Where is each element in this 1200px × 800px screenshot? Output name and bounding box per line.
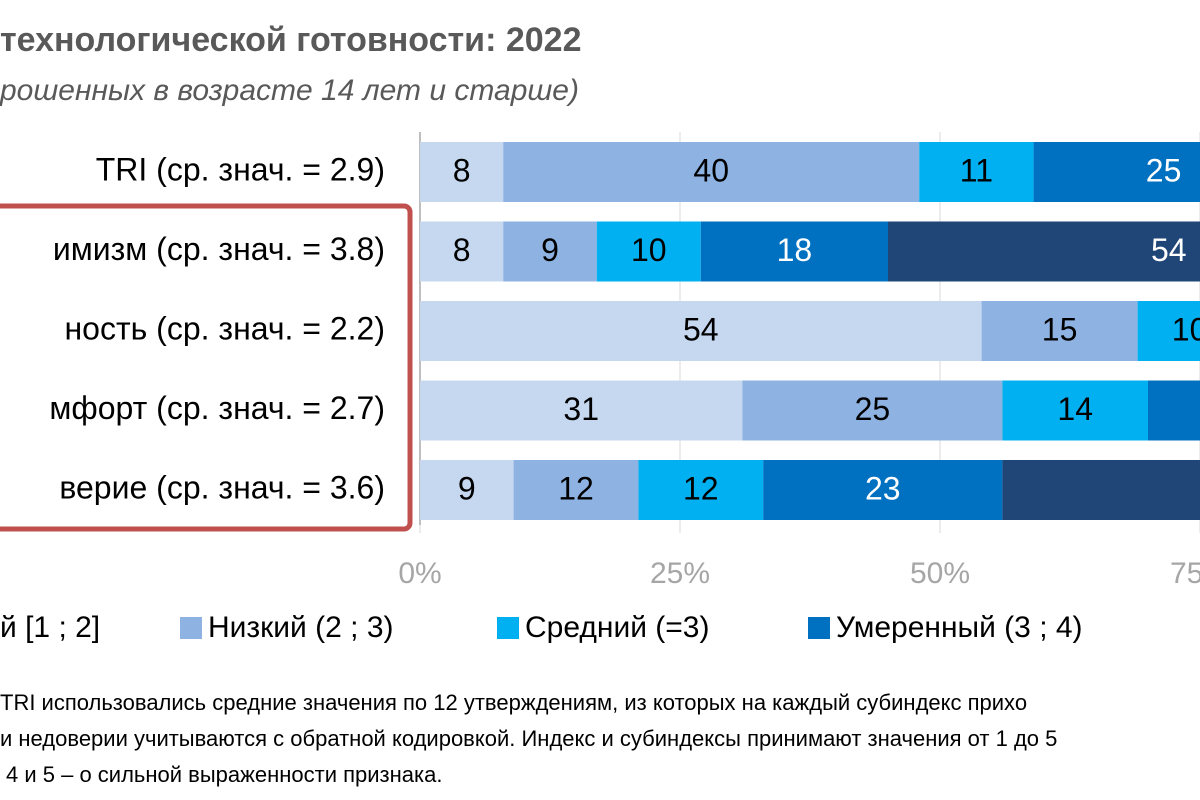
data-label: 14 <box>1057 391 1093 427</box>
x-tick-label: 75% <box>1170 557 1200 590</box>
data-label: 25 <box>1146 152 1182 188</box>
bar-segment <box>1137 301 1200 361</box>
legend-swatch <box>808 617 830 639</box>
category-label: верие (ср. знач. = 3.6) <box>59 469 385 505</box>
category-label: мфорт (ср. знач. = 2.7) <box>49 390 385 426</box>
legend-swatch <box>180 617 202 639</box>
bar-segment <box>420 221 504 282</box>
data-label: 8 <box>453 152 471 188</box>
data-label: 11 <box>960 152 993 188</box>
bar-segment <box>503 142 920 202</box>
legend-label: Средний (=3) <box>525 611 709 644</box>
bar-segment <box>420 460 514 520</box>
data-label: 9 <box>541 232 559 268</box>
data-label: 15 <box>1042 311 1078 347</box>
category-label: ность (ср. знач. = 2.2) <box>64 310 385 346</box>
category-label: имизм (ср. знач. = 3.8) <box>53 231 385 267</box>
bar-segment <box>420 380 743 441</box>
x-tick-label: 0% <box>398 557 441 590</box>
highlight-box <box>0 203 413 532</box>
chart-subtitle: рошенных в возрасте 14 лет и старше) <box>0 74 579 107</box>
data-label: 9 <box>458 470 476 506</box>
bar-segment <box>1002 380 1148 441</box>
bar-segment <box>1148 380 1200 441</box>
bar-segment <box>503 221 597 282</box>
bar-segment <box>596 221 701 282</box>
data-label: 25 <box>855 391 891 427</box>
data-label: 10 <box>1172 311 1200 347</box>
bar-segment <box>1002 460 1200 520</box>
bar-segment <box>1033 142 1200 202</box>
bar-segment <box>919 142 1034 202</box>
data-label: 54 <box>1151 232 1187 268</box>
legend-label: Низкий (2 ; 3) <box>208 611 394 644</box>
bar-segment <box>420 301 982 361</box>
bar-segment <box>742 380 1003 441</box>
footnote: и недоверии учитываются с обратной кодир… <box>0 726 1057 751</box>
legend-label: й [1 ; 2] <box>0 611 100 644</box>
data-label: 40 <box>693 152 729 188</box>
chart-title: технологической готовности: 2022 <box>0 21 582 59</box>
footnote: 4 и 5 – о сильной выраженности признака. <box>6 762 442 787</box>
category-label: TRI (ср. знач. = 2.9) <box>96 151 385 187</box>
bar-segment <box>700 221 888 282</box>
data-label: 8 <box>453 232 471 268</box>
bar-segment <box>420 142 504 202</box>
data-label: 23 <box>865 470 901 506</box>
footnote: TRI использовались средние значения по 1… <box>0 690 1027 715</box>
data-label: 12 <box>558 470 594 506</box>
data-label: 54 <box>683 311 719 347</box>
bar-segment <box>888 221 1200 282</box>
x-tick-label: 50% <box>910 557 970 590</box>
bar-segment <box>513 460 639 520</box>
data-label: 18 <box>777 232 813 268</box>
legend-swatch <box>497 617 519 639</box>
x-tick-label: 25% <box>650 557 710 590</box>
data-label: 10 <box>631 232 667 268</box>
bar-segment <box>981 301 1138 361</box>
legend-label: Умеренный (3 ; 4) <box>836 611 1083 644</box>
data-label: 12 <box>683 470 719 506</box>
bar-segment <box>638 460 764 520</box>
data-label: 31 <box>563 391 599 427</box>
bar-segment <box>763 460 1003 520</box>
